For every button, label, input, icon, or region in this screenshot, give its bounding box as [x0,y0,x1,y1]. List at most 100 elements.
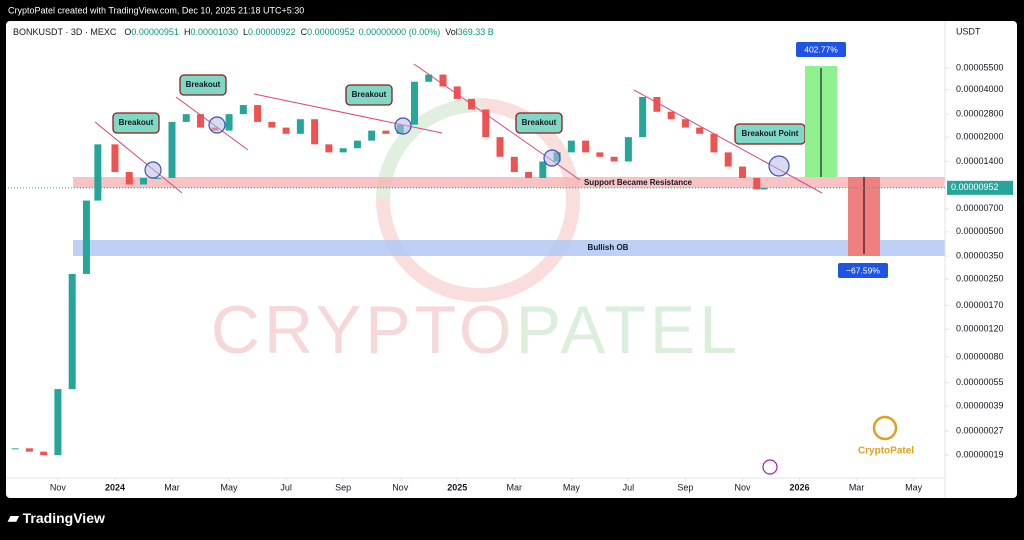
candle [254,105,262,122]
candle [282,127,290,134]
candle [753,177,761,190]
x-tick-label: May [905,482,923,492]
candle [296,119,304,134]
last-price-label: 0.00000952 [951,182,999,192]
x-tick-label: May [563,482,581,492]
x-tick-label: Mar [507,482,523,492]
candle [582,140,590,153]
x-tick-label: Nov [734,482,751,492]
y-tick-label: 0.00000250 [956,274,1004,284]
candle [425,74,433,82]
candle [54,389,62,456]
candle [724,152,732,167]
y-tick-label: 0.00000019 [956,450,1004,460]
candle [696,127,704,134]
legend-item: 0.00000922 [248,27,296,37]
candle [610,156,618,162]
candle [225,114,233,131]
candle [268,121,276,128]
x-tick-label: Sep [335,482,351,492]
breakout-circles [144,116,790,179]
legend: BONKUSDT · 3D · MEXC O0.00000951 H0.000010… [13,27,494,37]
candle [94,144,102,201]
candle [325,144,333,153]
candle [368,130,376,141]
breakout-label: Breakout Point [742,129,799,138]
x-tick-label: Mar [849,482,865,492]
x-tick-label: Mar [164,482,180,492]
breakout-bubble [515,112,563,134]
y-tick-label: 0.00000500 [956,226,1004,236]
order-block-zone [73,240,945,256]
candle [197,114,205,128]
y-unit: USDT [956,26,981,36]
x-tick-label: Nov [392,482,409,492]
y-tick-label: 0.00000170 [956,300,1004,310]
credit: CryptoPatel created with TradingView.com… [8,5,304,15]
downside-label: −67.59% [846,265,880,275]
y-tick-label: 0.00001400 [956,156,1004,166]
candle [410,81,418,125]
legend-item: L [243,27,248,37]
candle [681,119,689,128]
y-tick-label: 0.00002800 [956,109,1004,119]
chart-panel [6,21,1017,498]
y-tick-label: 0.00000700 [956,203,1004,213]
footer-brand: ▰ TradingView [7,510,105,526]
legend-item: Vol [445,27,458,37]
watermark-logo [376,98,580,302]
candle [339,148,347,153]
candle [82,200,90,274]
breakout-label: Breakout [119,118,154,127]
x-tick-label: Nov [50,482,67,492]
logo-text: CryptoPatel [858,446,914,457]
watermark: CRYPTOPATEL [211,292,741,368]
legend-item: 0.00000000 (0.00%) [359,27,441,37]
candle [311,119,319,145]
breakout-bubble [112,112,160,134]
candle [510,156,518,173]
y-tick-label: 0.00000055 [956,377,1004,387]
candle [11,448,19,450]
candle [168,121,176,178]
last-price-box [947,180,1013,195]
candle [653,96,661,112]
resistance-zone [73,177,945,188]
y-tick-label: 0.00000080 [956,351,1004,361]
legend-item: O [124,27,131,37]
y-tick-label: 0.00002000 [956,132,1004,142]
candle [496,137,504,157]
x-tick-label: 2024 [105,482,125,492]
y-tick-label: 0.00000120 [956,324,1004,334]
candle [439,74,447,87]
legend-item: H [184,27,191,37]
breakout-label: Breakout [186,80,221,89]
legend-item: 0.00001030 [190,27,238,37]
candle [125,172,133,185]
symbol: BONKUSDT · 3D · MEXC [13,27,117,37]
candle [760,187,768,190]
candle [111,144,119,173]
candle [40,451,48,456]
candle [567,140,575,153]
candle [624,137,632,162]
y-tick-label: 0.00005500 [956,62,1004,72]
candle [353,140,361,149]
candle [139,177,147,185]
candle [639,96,647,138]
candle [596,152,604,157]
logo-icon [872,415,898,441]
breakout-bubble [179,74,227,96]
candle [482,109,490,138]
candle [25,448,33,452]
brand: TradingView [23,510,105,526]
x-tick-label: Sep [677,482,693,492]
legend-item: C [301,27,308,37]
legend-item: 0.00000952 [307,27,355,37]
y-tick-label: 0.00000350 [956,251,1004,261]
zone-label: Support Became Resistance [584,178,693,187]
candle [382,130,390,134]
event-icon [762,459,778,475]
candle [738,166,746,178]
